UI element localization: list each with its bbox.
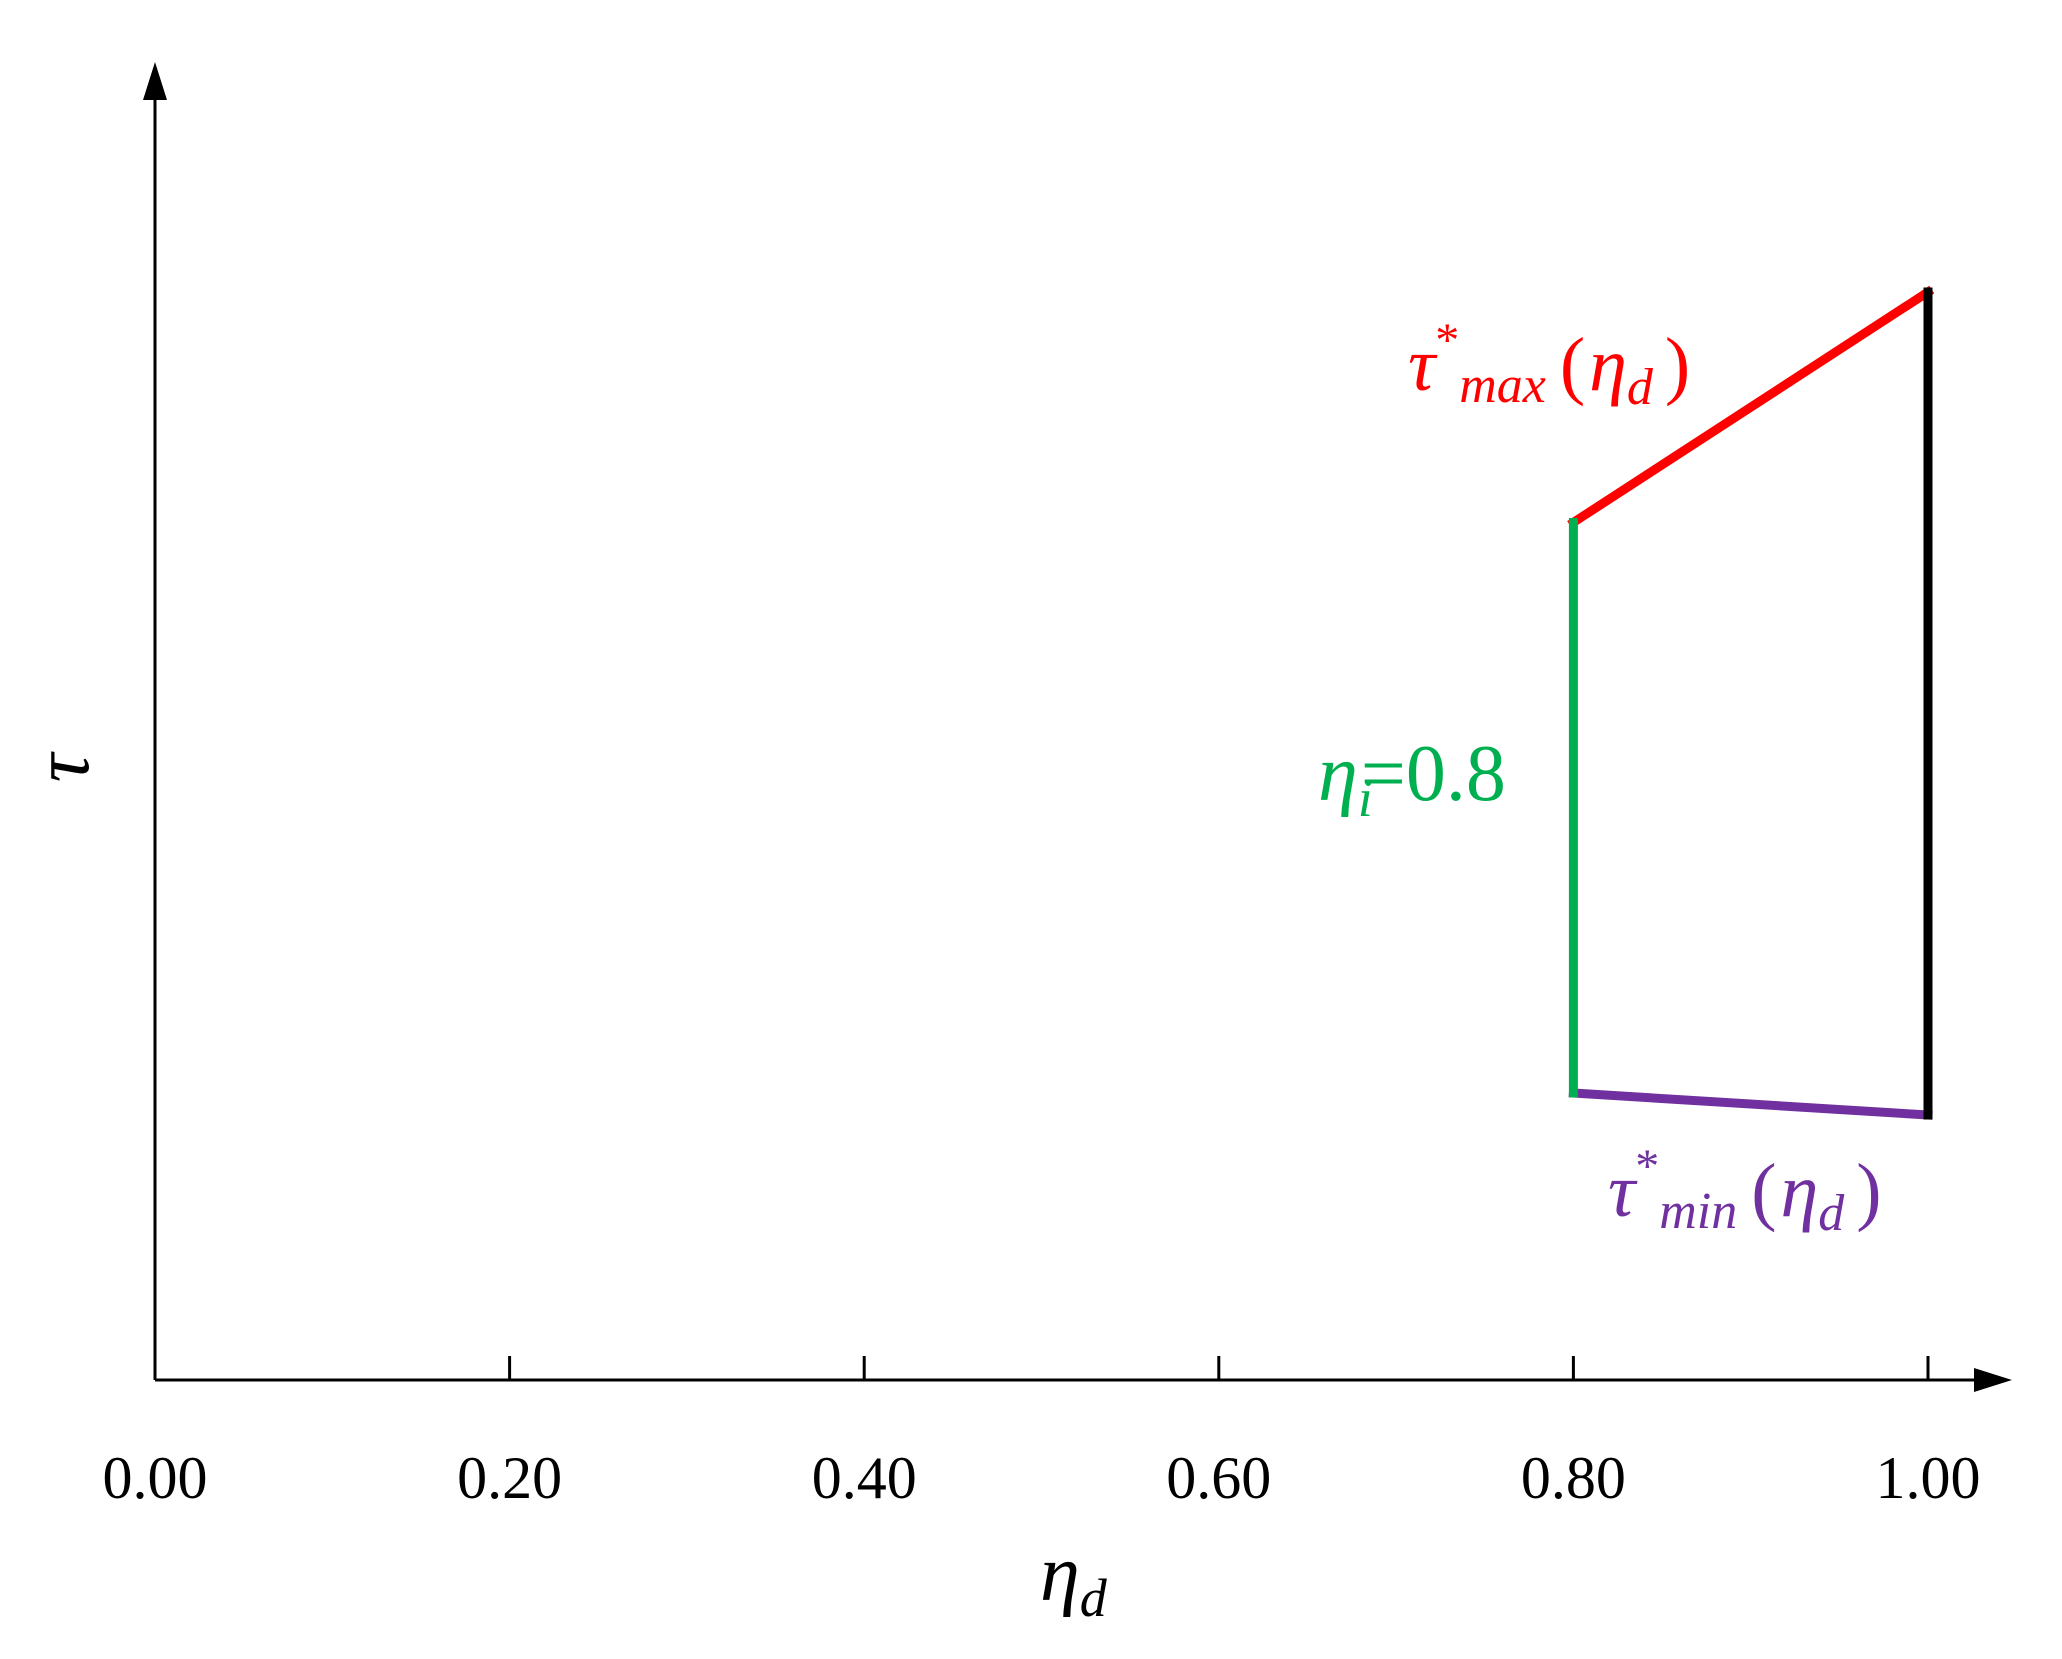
series-line-max (1567, 285, 1935, 529)
y-axis-label: τ (18, 750, 106, 782)
label-tau-min: τ*min (ηd) (1608, 1140, 1882, 1242)
x-tick-label: 0.00 (103, 1445, 208, 1511)
x-axis-arrow-icon (1974, 1368, 2012, 1392)
label-tau-max: τ*max (ηd) (1408, 314, 1690, 416)
series-line-min (1568, 1088, 1933, 1120)
x-tick-label: 0.20 (457, 1445, 562, 1511)
x-tick-label: 0.80 (1521, 1445, 1626, 1511)
x-tick-label: 0.60 (1166, 1445, 1271, 1511)
x-tick-label: 1.00 (1876, 1445, 1981, 1511)
x-ticks: 0.00 0.20 0.40 0.60 0.80 1.00 (103, 1356, 1981, 1511)
x-axis-label: ηd (1040, 1530, 1108, 1628)
label-eta-i: ηi=0.8 (1318, 730, 1506, 828)
y-axis-arrow-icon (143, 62, 167, 100)
series-group (1567, 285, 1935, 1120)
x-tick-label: 0.40 (812, 1445, 917, 1511)
